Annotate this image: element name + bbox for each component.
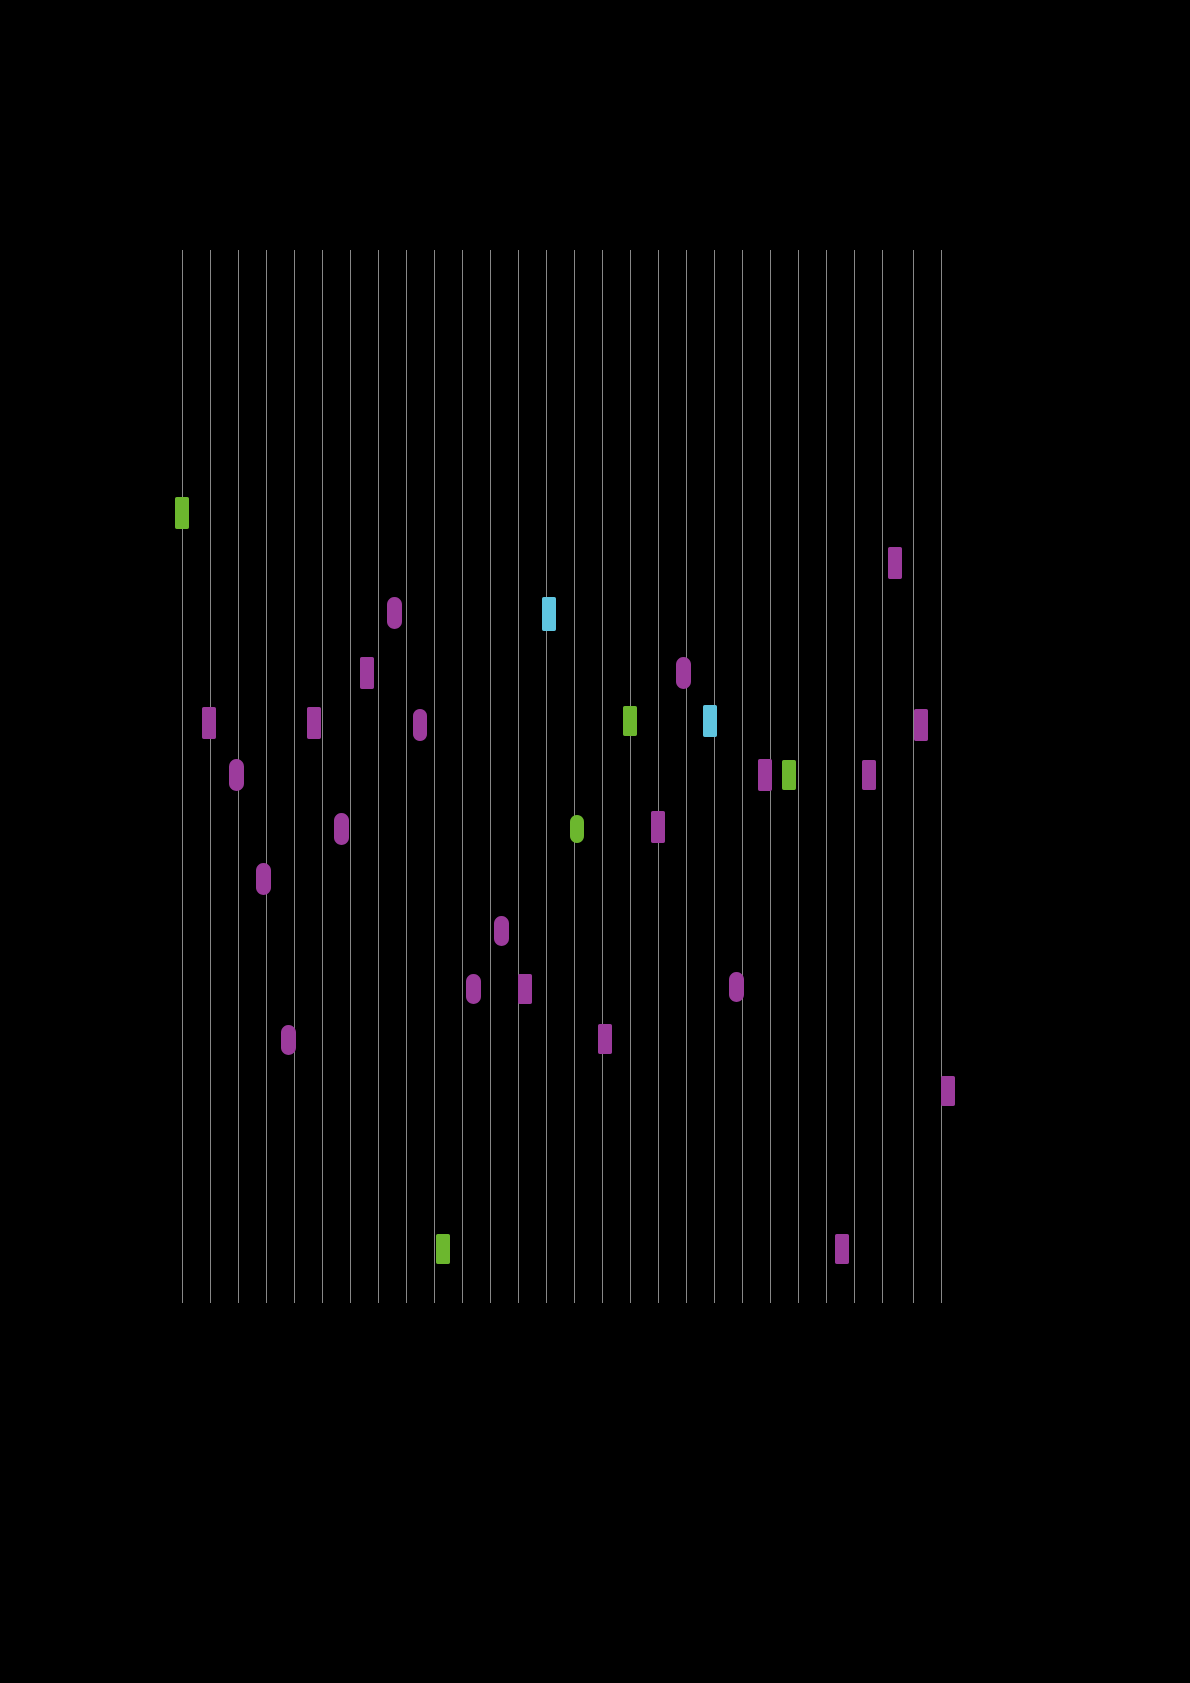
data-point-cyan-1 [703,705,717,737]
data-point-purple-12 [651,811,665,843]
gridline-x-0 [182,250,183,1303]
gridline-x-20 [742,250,743,1303]
data-point-purple-3 [675,657,691,689]
data-point-purple-16 [518,974,532,1004]
data-point-purple-10 [862,760,876,790]
gridline-x-25 [882,250,883,1303]
gridline-x-22 [798,250,799,1303]
gridline-x-19 [714,250,715,1303]
gridline-x-15 [602,250,603,1303]
gridline-x-12 [518,250,519,1303]
data-point-purple-11 [333,813,349,845]
data-point-purple-15 [465,974,481,1004]
gridline-x-6 [350,250,351,1303]
data-point-purple-17 [728,972,744,1002]
gridline-x-9 [434,250,435,1303]
gridline-x-3 [266,250,267,1303]
gridline-x-8 [406,250,407,1303]
data-point-green-1 [623,706,637,736]
gridline-x-7 [378,250,379,1303]
data-point-purple-2 [360,657,374,689]
data-point-purple-4 [202,707,216,739]
gridline-x-13 [546,250,547,1303]
data-point-purple-19 [598,1024,612,1054]
data-point-purple-7 [914,709,928,741]
data-point-purple-6 [413,709,427,741]
gridline-x-27 [941,250,942,1303]
data-point-purple-13 [255,863,271,895]
gridline-x-4 [294,250,295,1303]
data-point-green-3 [782,760,796,790]
data-point-purple-8 [228,759,244,791]
gridline-x-1 [210,250,211,1303]
gridline-x-26 [913,250,914,1303]
gridline-x-23 [826,250,827,1303]
gridline-x-16 [630,250,631,1303]
data-point-purple-14 [493,916,509,946]
data-point-purple-20 [941,1076,955,1106]
data-point-green-4 [436,1234,450,1264]
data-point-cyan-0 [542,597,556,631]
data-point-purple-1 [386,597,402,629]
gridline-x-14 [574,250,575,1303]
gridline-x-10 [462,250,463,1303]
data-point-green-0 [175,497,189,529]
gridline-x-11 [490,250,491,1303]
data-point-purple-21 [835,1234,849,1264]
data-point-green-2 [570,815,584,843]
gridline-x-17 [658,250,659,1303]
gridline-x-24 [854,250,855,1303]
data-point-purple-0 [888,547,902,579]
data-point-purple-18 [280,1025,296,1055]
gridline-x-18 [686,250,687,1303]
data-point-purple-9 [758,759,772,791]
data-point-purple-5 [307,707,321,739]
gridline-x-5 [322,250,323,1303]
